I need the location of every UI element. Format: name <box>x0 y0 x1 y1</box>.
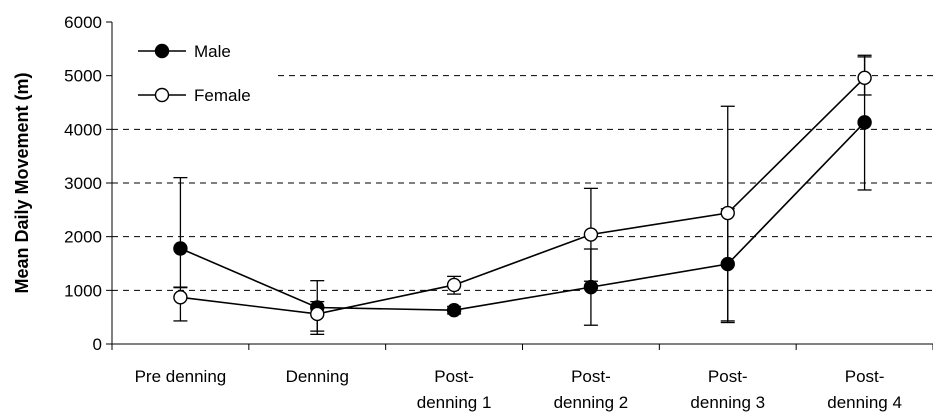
legend-label-female: Female <box>194 86 251 105</box>
data-point-male <box>858 116 871 129</box>
axis-labels: 0 1000 2000 3000 4000 5000 6000 Pre denning Denn… <box>64 13 902 412</box>
x-category-label-line: denning 1 <box>417 393 492 412</box>
x-category-label-line: Denning <box>286 367 349 386</box>
legend-marker-male <box>156 45 169 58</box>
x-category-label-line: Post- <box>571 367 611 386</box>
x-category-label-line: Post- <box>845 367 885 386</box>
x-category-label-line: denning 2 <box>554 393 629 412</box>
data-point-female <box>584 228 597 241</box>
x-category-label: Post-denning 4 <box>827 367 902 412</box>
series-lines <box>180 78 864 314</box>
y-tick-label: 3000 <box>64 174 102 193</box>
y-axis-title: Mean Daily Movement (m) <box>12 72 32 293</box>
y-tick-label: 5000 <box>64 67 102 86</box>
x-category-label: Post-denning 1 <box>417 367 492 412</box>
y-tick-label: 2000 <box>64 228 102 247</box>
y-tick-label: 6000 <box>64 13 102 32</box>
legend-label-male: Male <box>194 42 231 61</box>
error-bars <box>173 55 871 334</box>
data-point-female <box>448 278 461 291</box>
x-category-label-line: denning 4 <box>827 393 902 412</box>
series-markers <box>174 71 871 320</box>
data-point-male <box>721 258 734 271</box>
data-point-female <box>721 207 734 220</box>
x-category-label-line: denning 3 <box>690 393 765 412</box>
x-category-label-line: Post- <box>708 367 748 386</box>
x-category-label: Post-denning 2 <box>554 367 629 412</box>
legend-marker-female <box>156 89 169 102</box>
x-category-label: Denning <box>286 367 349 386</box>
y-tick-label: 0 <box>93 335 102 354</box>
data-point-female <box>174 291 187 304</box>
legend: Male Female <box>138 42 251 105</box>
series-line-male <box>180 122 864 310</box>
y-tick-label: 4000 <box>64 120 102 139</box>
x-category-label: Pre denning <box>135 367 227 386</box>
data-point-male <box>448 304 461 317</box>
data-point-female <box>858 71 871 84</box>
gridlines <box>112 76 933 291</box>
x-category-label-line: Pre denning <box>135 367 227 386</box>
series-line-female <box>180 78 864 314</box>
data-point-male <box>174 242 187 255</box>
data-point-female <box>311 307 324 320</box>
x-category-label: Post-denning 3 <box>690 367 765 412</box>
y-tick-label: 1000 <box>64 281 102 300</box>
data-point-male <box>584 281 597 294</box>
axes <box>106 22 933 350</box>
x-category-label-line: Post- <box>434 367 474 386</box>
